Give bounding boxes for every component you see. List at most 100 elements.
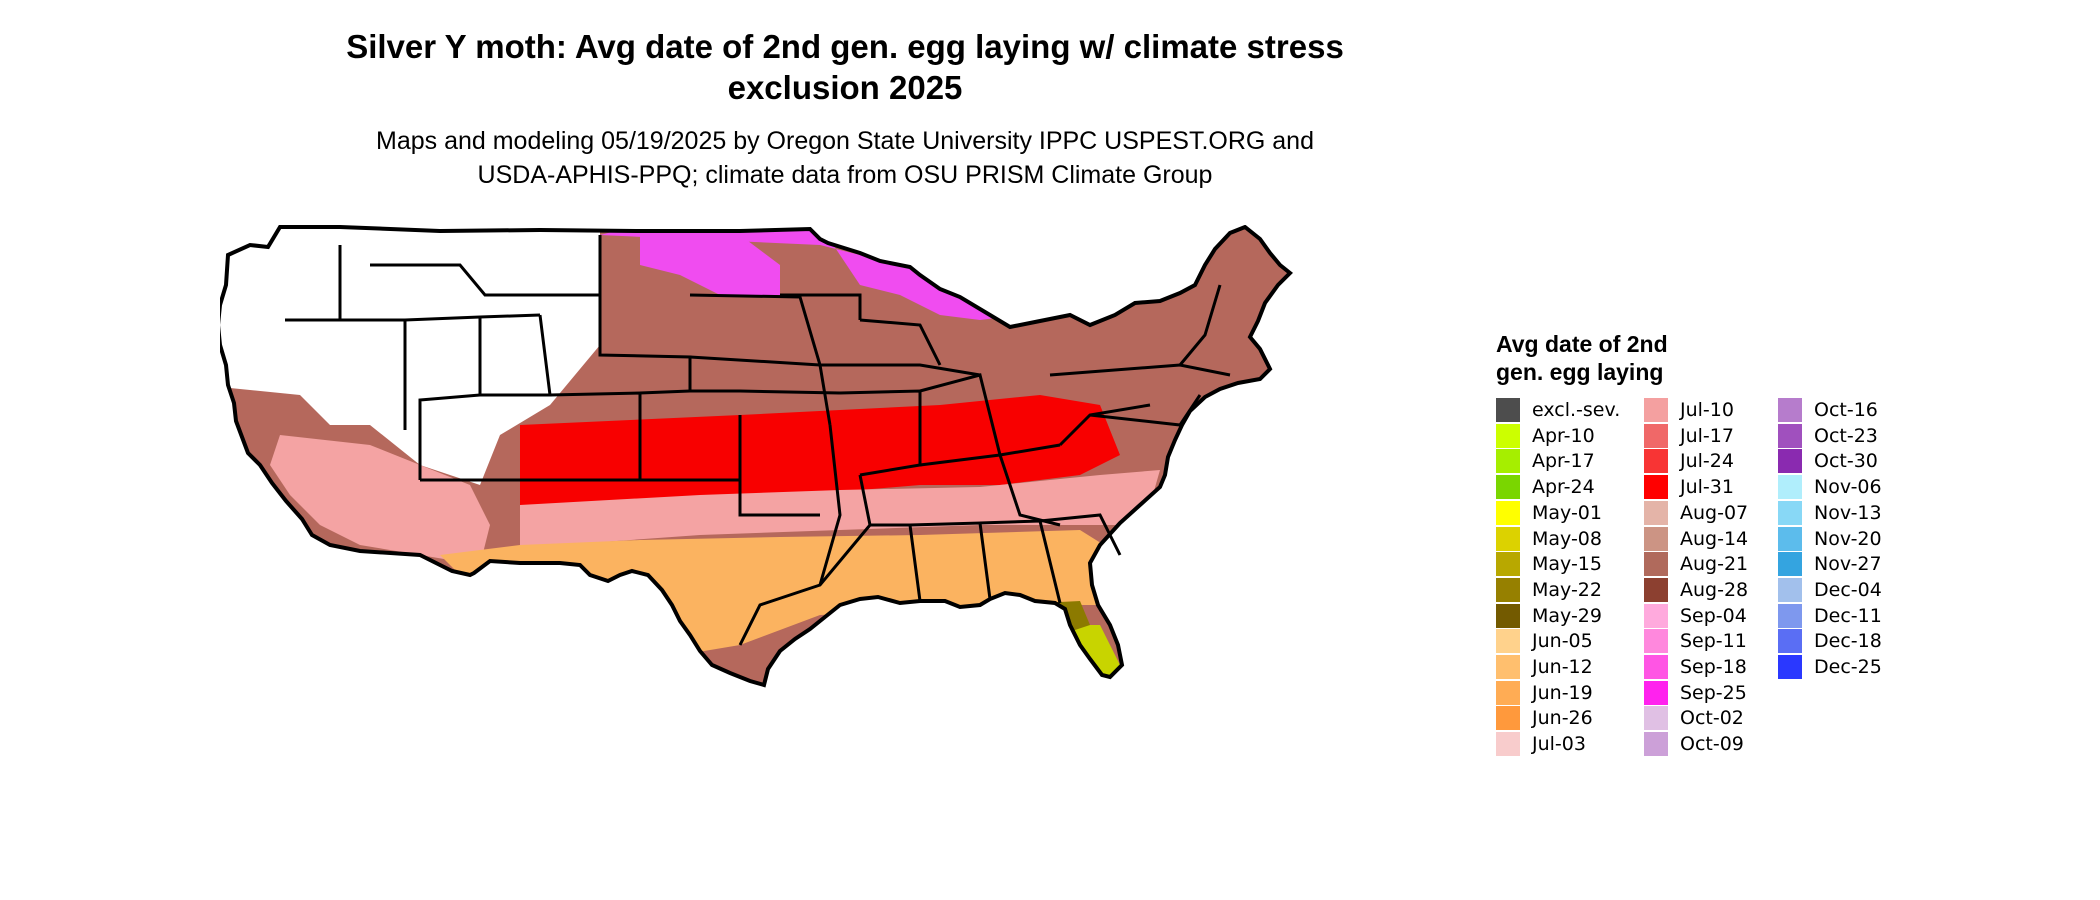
legend-label: May-08 (1532, 527, 1602, 550)
legend-label: Dec-04 (1814, 578, 1882, 601)
northern-band (600, 227, 1020, 320)
state-boundary (690, 389, 841, 395)
legend-item: May-15 (1496, 552, 1602, 577)
legend-item: Nov-13 (1778, 500, 1882, 525)
legend-swatch (1644, 680, 1668, 705)
legend-swatch (1496, 398, 1520, 422)
state-boundary (1089, 394, 1202, 427)
legend-label: Oct-02 (1680, 707, 1744, 730)
western-excluded-region (218, 227, 600, 485)
legend-item: Apr-24 (1496, 475, 1595, 500)
central-red-band (520, 395, 1120, 515)
legend-swatch (1778, 552, 1802, 577)
map-subtitle-line-1: Maps and modeling 05/19/2025 by Oregon S… (376, 127, 1314, 155)
legend-label: Jul-03 (1532, 733, 1586, 756)
legend-item: Dec-25 (1778, 655, 1882, 679)
legend-item: Dec-04 (1778, 577, 1882, 602)
legend-label: Dec-11 (1814, 604, 1882, 627)
legend-item: Apr-17 (1496, 449, 1595, 474)
legend-label: Aug-14 (1680, 527, 1749, 550)
legend-label: Nov-06 (1814, 476, 1882, 499)
legend-item: Oct-16 (1778, 398, 1878, 422)
legend-item: Dec-11 (1778, 603, 1882, 628)
state-boundary (640, 478, 820, 517)
legend-item: May-22 (1496, 577, 1602, 602)
legend-label: Aug-07 (1680, 501, 1749, 524)
legend-swatch (1644, 449, 1668, 474)
us-map-graphic (216, 225, 1292, 687)
legend-item: Apr-10 (1496, 423, 1595, 448)
legend-label: Jul-17 (1680, 424, 1734, 447)
legend-swatch (1644, 500, 1668, 525)
state-boundary (839, 389, 922, 477)
legend-label: Oct-30 (1814, 450, 1878, 473)
legend-swatch (1778, 449, 1802, 474)
legend-item: May-08 (1496, 526, 1602, 551)
legend-item: Jul-24 (1644, 449, 1734, 474)
legend-swatch (1496, 526, 1520, 551)
legend-item: Jun-26 (1496, 706, 1593, 731)
legend-swatch (1644, 475, 1668, 500)
legend-label: Nov-27 (1814, 553, 1882, 576)
legend-item: Jul-31 (1644, 475, 1734, 500)
legend-label: Oct-09 (1680, 733, 1744, 756)
legend-label: Nov-13 (1814, 501, 1882, 524)
legend-swatch (1496, 577, 1520, 602)
legend-item: Sep-18 (1644, 655, 1747, 679)
south-texas-band (560, 625, 660, 685)
legend-swatch (1496, 655, 1520, 679)
north-plains-band (640, 235, 780, 295)
legend-swatch (1778, 629, 1802, 654)
legend-swatch (1644, 732, 1668, 757)
legend-swatch (1778, 500, 1802, 525)
legend-title: Avg date of 2nd gen. egg laying (1496, 330, 1668, 386)
legend-item: Nov-20 (1778, 526, 1882, 551)
legend-swatch (1778, 398, 1802, 422)
legend-swatch (1644, 526, 1668, 551)
legend-swatch (1778, 577, 1802, 602)
legend-label: Jun-19 (1532, 681, 1593, 704)
legend-item: Jul-10 (1644, 398, 1734, 422)
legend-label: Jul-31 (1680, 476, 1734, 499)
state-boundary (858, 474, 922, 602)
legend-item: Dec-18 (1778, 629, 1882, 654)
legend-swatch (1496, 706, 1520, 731)
legend-label: May-29 (1532, 604, 1602, 627)
legend-label: Dec-25 (1814, 656, 1882, 678)
legend-swatch (1778, 423, 1802, 448)
legend-item: Jun-05 (1496, 629, 1593, 654)
legend-swatch (1644, 706, 1668, 731)
state-boundary (818, 424, 842, 586)
state-boundary (820, 363, 981, 377)
legend-swatch (1496, 449, 1520, 474)
legend-item: Aug-28 (1644, 577, 1749, 602)
legend-label: Aug-28 (1680, 578, 1749, 601)
legend-label: May-22 (1532, 578, 1602, 601)
legend-swatch (1778, 526, 1802, 551)
legend-label: Jun-12 (1532, 656, 1593, 678)
state-boundary (370, 263, 600, 297)
legend-label: excl.-sev. (1532, 399, 1621, 421)
legend-swatch (1496, 629, 1520, 654)
legend-swatch (1644, 423, 1668, 448)
legend-item: May-01 (1496, 500, 1602, 525)
legend-title-line-1: Avg date of 2nd (1496, 331, 1668, 357)
legend-item: Oct-09 (1644, 732, 1744, 757)
legend-label: Jun-26 (1532, 707, 1593, 730)
state-boundary (639, 389, 691, 395)
legend-swatch (1496, 475, 1520, 500)
legend-swatch (1496, 603, 1520, 628)
legend-label: Sep-04 (1680, 604, 1747, 627)
state-boundary (689, 355, 821, 367)
legend-item: Jul-17 (1644, 423, 1734, 448)
legend-swatch (1778, 655, 1802, 679)
legend-label: Jun-05 (1532, 630, 1593, 653)
state-boundary (1178, 284, 1222, 366)
map-subtitle-line-2: USDA-APHIS-PPQ; climate data from OSU PR… (477, 161, 1213, 189)
state-boundary (420, 391, 642, 482)
legend-item: Sep-04 (1644, 603, 1747, 628)
state-boundary (418, 317, 482, 480)
legend-item: Nov-06 (1778, 475, 1882, 500)
legend-label: Oct-16 (1814, 399, 1878, 421)
legend-item: Aug-07 (1644, 500, 1749, 525)
